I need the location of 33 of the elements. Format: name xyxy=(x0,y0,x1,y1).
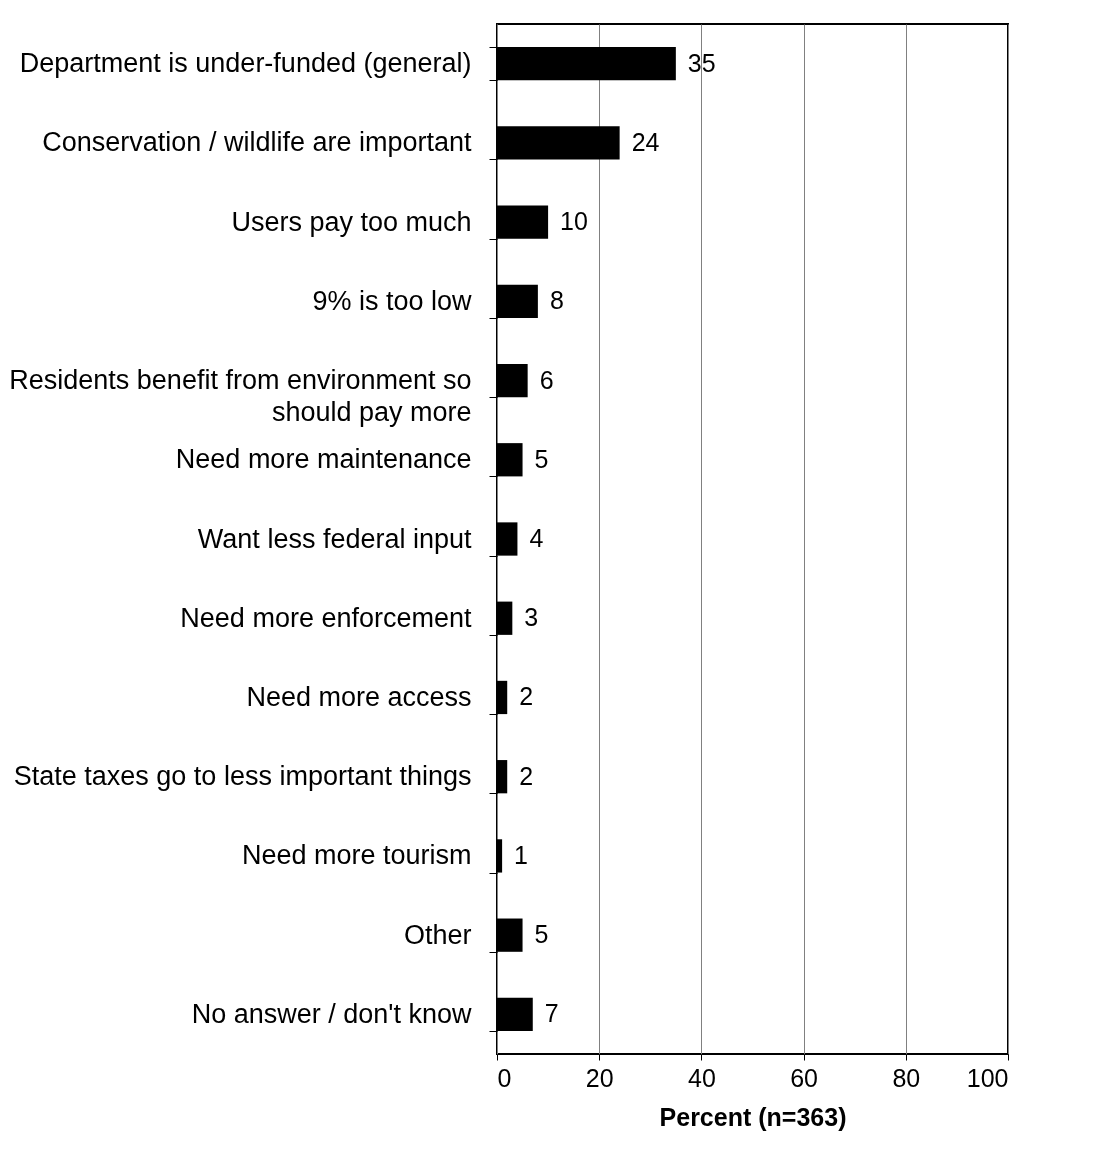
y-tick-label: Need more enforcement xyxy=(180,602,472,633)
y-tick-label: Need more maintenance xyxy=(175,444,472,475)
data-label: 7 xyxy=(544,999,559,1028)
x-tick-label: 0 xyxy=(497,1063,512,1092)
x-tick-label: 100 xyxy=(966,1063,1009,1092)
data-label: 1 xyxy=(514,840,529,869)
data-label: 2 xyxy=(519,761,534,790)
y-tick-label: Need more access xyxy=(246,681,472,712)
y-tick-label: Department is under-funded (general) xyxy=(19,48,472,79)
data-label: 10 xyxy=(560,207,588,236)
y-tick-label: Other xyxy=(403,919,472,950)
y-tick-label: Residents benefit from environment so should pay more xyxy=(9,365,472,428)
y-tick-label: Want less federal input xyxy=(197,523,472,554)
data-label: 5 xyxy=(534,444,549,473)
x-tick-label: 60 xyxy=(790,1063,819,1092)
y-tick-label: Need more tourism xyxy=(241,840,472,871)
data-label: 35 xyxy=(687,48,716,77)
y-tick-label: State taxes go to less important things xyxy=(13,761,472,792)
data-label: 6 xyxy=(539,365,554,394)
data-label: 2 xyxy=(519,682,534,711)
data-label: 24 xyxy=(631,127,660,156)
y-tick-label: Conservation / wildlife are important xyxy=(42,127,472,158)
data-label: 8 xyxy=(549,286,564,315)
y-tick-label: Users pay too much xyxy=(231,206,472,237)
x-tick-label: 80 xyxy=(892,1063,921,1092)
x-axis-title: Percent (n=363) xyxy=(659,1102,847,1131)
x-tick-label: 20 xyxy=(585,1063,614,1092)
x-tick-label: 40 xyxy=(687,1063,716,1092)
data-label: 5 xyxy=(534,920,549,949)
y-tick-label: No answer / don't know xyxy=(191,998,472,1029)
data-label: 4 xyxy=(529,524,544,552)
data-label: 3 xyxy=(524,603,539,632)
y-tick-label: 9% is too low xyxy=(312,285,472,316)
